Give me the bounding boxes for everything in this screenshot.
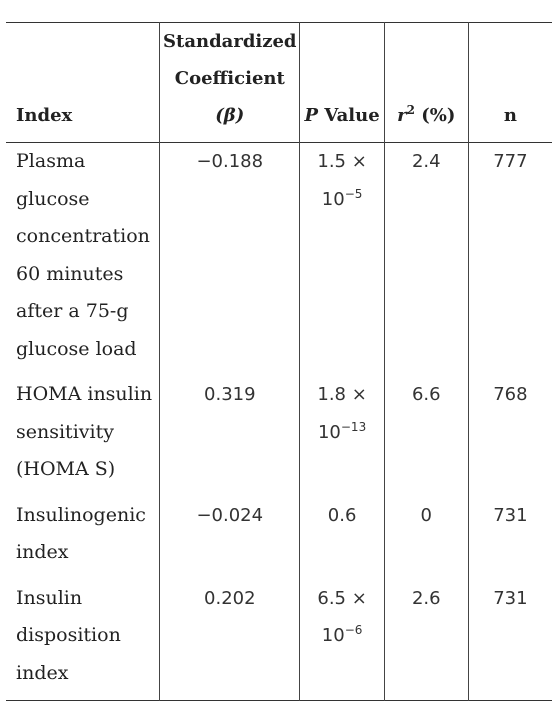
row-r2: 6.6 xyxy=(383,376,469,497)
row-pvalue: 1.8 × 10−13 xyxy=(299,376,385,497)
row-index-label: Insulin disposition index xyxy=(16,586,121,684)
row-index-label: Insulinogenic index xyxy=(16,503,146,564)
header-pvalue: P Value xyxy=(299,22,385,143)
row-coefficient: −0.024 xyxy=(159,496,300,580)
header-r2: r2 (%) xyxy=(383,22,469,143)
row-coefficient: −0.188 xyxy=(159,142,300,376)
header-n: n xyxy=(467,22,552,143)
table-row: Insulinogenic index −0.024 0.6 0 731 xyxy=(6,496,552,580)
row-pvalue: 1.5 × 10−5 xyxy=(299,142,385,376)
results-table: Index Standardized Coefficient (β) P Val… xyxy=(6,22,552,701)
row-pvalue: 0.6 xyxy=(299,496,385,580)
row-n: 731 xyxy=(467,496,552,580)
row-r2: 0 xyxy=(383,496,469,580)
header-coefficient: Standardized Coefficient (β) xyxy=(159,22,300,143)
row-index-label: HOMA insulin sensitivity (HOMA S) xyxy=(16,383,153,480)
row-n: 768 xyxy=(467,376,552,497)
row-pvalue: 6.5 × 10−6 xyxy=(299,579,385,701)
row-r2: 2.4 xyxy=(383,142,469,376)
row-r2: 2.6 xyxy=(383,579,469,701)
header-coefficient-line3: (β) xyxy=(215,105,245,126)
table-row: HOMA insulin sensitivity (HOMA S) 0.319 … xyxy=(6,376,552,497)
row-coefficient: 0.202 xyxy=(159,579,300,701)
row-n: 777 xyxy=(467,142,552,376)
header-index: Index xyxy=(16,105,73,126)
header-row: Index Standardized Coefficient (β) P Val… xyxy=(6,22,552,143)
row-index-label: Plasma glucose concentration 60 minutes … xyxy=(16,150,150,360)
header-coefficient-line1: Standardized xyxy=(163,31,297,52)
header-coefficient-line2: Coefficient xyxy=(174,68,285,89)
table-row: Insulin disposition index 0.202 6.5 × 10… xyxy=(6,579,552,701)
row-n: 731 xyxy=(467,579,552,701)
row-coefficient: 0.319 xyxy=(159,376,300,497)
table-row: Plasma glucose concentration 60 minutes … xyxy=(6,142,552,376)
